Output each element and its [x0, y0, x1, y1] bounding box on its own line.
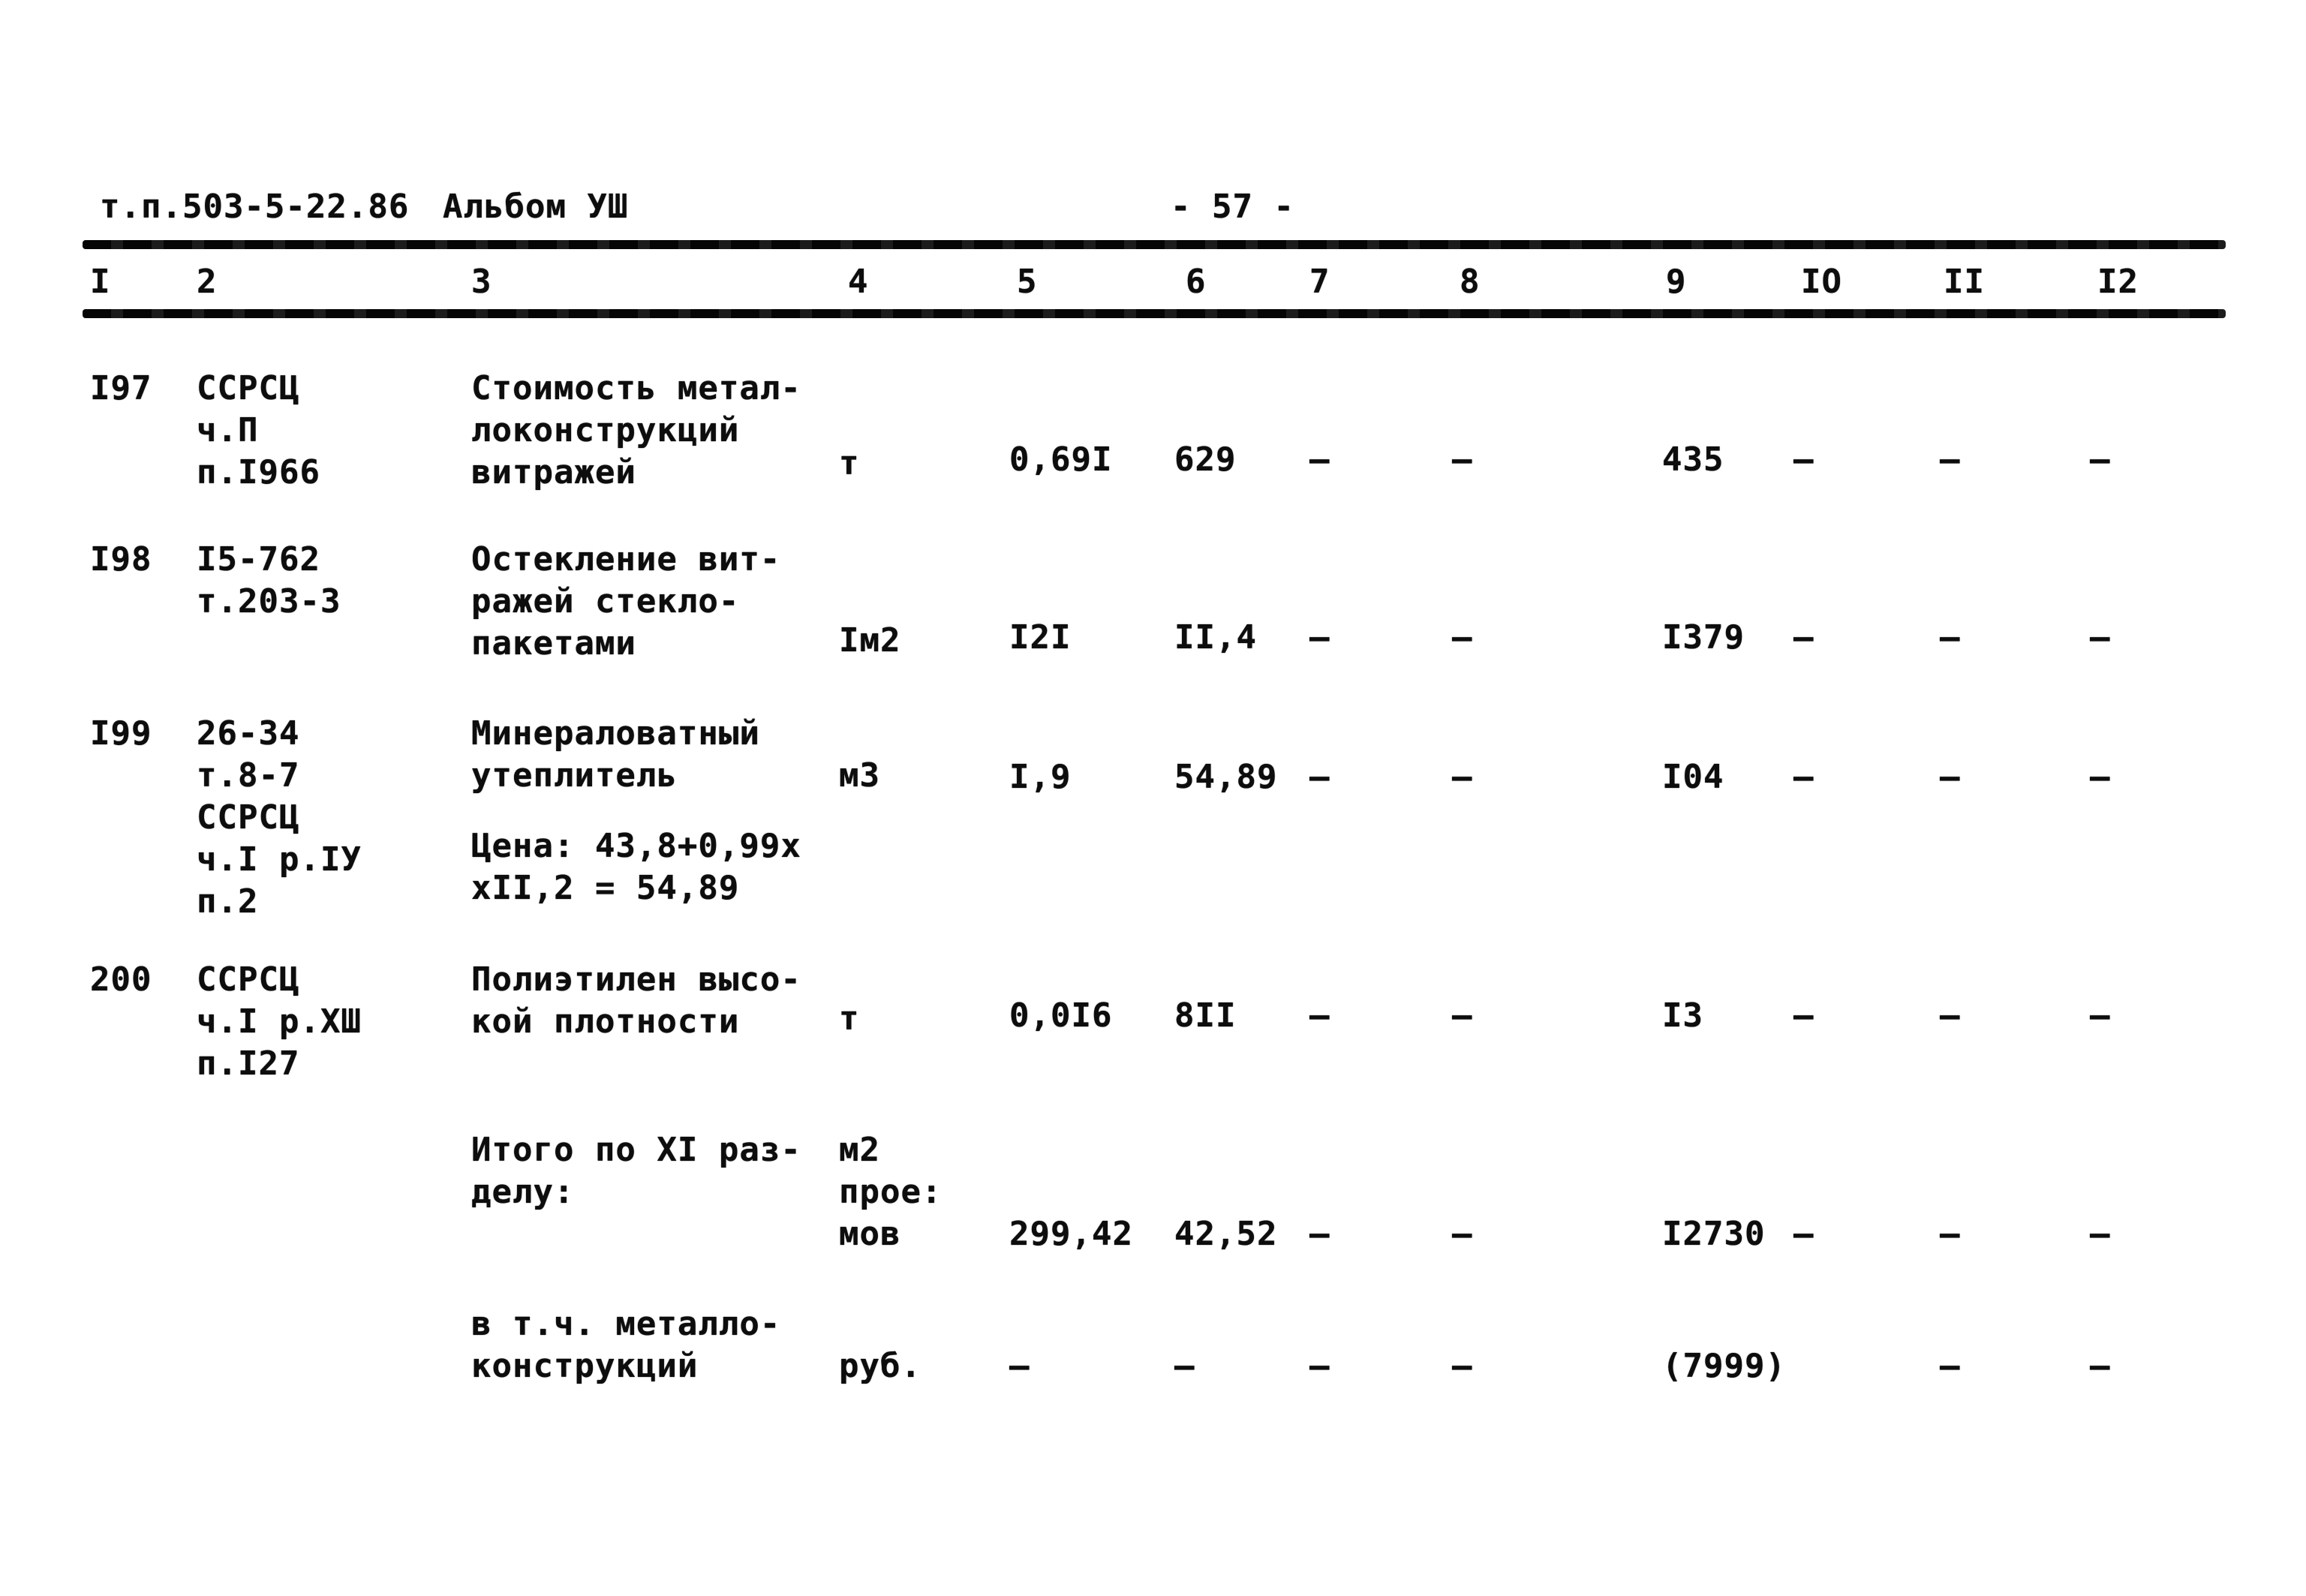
- column-number-7: 7: [1309, 263, 1330, 301]
- value-cell-7: –: [1309, 1347, 1330, 1385]
- value-cell-11: –: [1940, 996, 1961, 1035]
- value-cell-8: –: [1452, 618, 1473, 657]
- including-label-cell: в т.ч. металло- конструкций: [471, 1305, 781, 1385]
- basis-cell: I5-762 т.203-3: [197, 540, 341, 621]
- unit-cell: т: [839, 444, 860, 482]
- value-cell-7: –: [1309, 758, 1330, 796]
- page-number: - 57 -: [1171, 188, 1294, 226]
- doc-reference: т.п.503-5-22.86: [100, 188, 410, 226]
- column-number-4: 4: [848, 263, 869, 301]
- basis-cell: ССРСЦ ч.П п.I966: [197, 369, 320, 491]
- column-number-10: IO: [1801, 263, 1842, 301]
- value-cell-12: –: [2090, 440, 2111, 479]
- value-cell-11: –: [1940, 758, 1961, 796]
- unit-cell: м3: [839, 756, 880, 795]
- subtotal-label-cell: Итого по XI раз- делу:: [471, 1131, 801, 1211]
- quantity-cell: I,9: [1009, 758, 1072, 796]
- work-name-cell: Остекление вит- ражей стекло- пакетами: [471, 540, 781, 663]
- row-number-cell: I97: [90, 369, 152, 407]
- total-cell: I379: [1662, 618, 1745, 657]
- value-cell-8: –: [1452, 1347, 1473, 1385]
- quantity-cell: 299,42: [1009, 1215, 1133, 1253]
- quantity-cell: –: [1009, 1347, 1030, 1385]
- album-label: Альбом УШ: [443, 188, 629, 226]
- value-cell-11: –: [1940, 618, 1961, 657]
- column-number-5: 5: [1017, 263, 1038, 301]
- value-cell-11: –: [1940, 440, 1961, 479]
- table-header-rule: [83, 309, 2226, 318]
- value-cell-7: –: [1309, 440, 1330, 479]
- value-cell-11: –: [1940, 1215, 1961, 1253]
- value-cell-7: –: [1309, 1215, 1330, 1253]
- value-cell-12: –: [2090, 996, 2111, 1035]
- value-cell-10: –: [1793, 1215, 1814, 1253]
- value-cell-12: –: [2090, 1215, 2111, 1253]
- unit-price-cell: 8II: [1174, 996, 1237, 1035]
- column-number-6: 6: [1186, 263, 1207, 301]
- column-number-3: 3: [471, 263, 492, 301]
- value-cell-10: –: [1793, 996, 1814, 1035]
- value-cell-8: –: [1452, 758, 1473, 796]
- work-name-cell: Минераловатный утеплитель: [471, 714, 760, 795]
- total-cell: 435: [1662, 440, 1724, 479]
- value-cell-10: –: [1793, 758, 1814, 796]
- column-number-9: 9: [1666, 263, 1687, 301]
- unit-cell: руб.: [839, 1347, 921, 1385]
- row-number-cell: 200: [90, 960, 152, 999]
- unit-cell: т: [839, 999, 860, 1038]
- total-cell: I2730: [1662, 1215, 1766, 1253]
- quantity-cell: I2I: [1009, 618, 1072, 657]
- basis-cell: 26-34 т.8-7 ССРСЦ ч.I р.IУ п.2: [197, 714, 362, 921]
- unit-price-cell: 42,52: [1174, 1215, 1278, 1253]
- unit-price-cell: 54,89: [1174, 758, 1278, 796]
- quantity-cell: 0,0I6: [1009, 996, 1113, 1035]
- value-cell-11: –: [1940, 1347, 1961, 1385]
- value-cell-7: –: [1309, 996, 1330, 1035]
- unit-price-cell: II,4: [1174, 618, 1257, 657]
- value-cell-8: –: [1452, 1215, 1473, 1253]
- quantity-cell: 0,69I: [1009, 440, 1113, 479]
- column-number-12: I2: [2097, 263, 2139, 301]
- value-cell-12: –: [2090, 1347, 2111, 1385]
- total-cell: I04: [1662, 758, 1724, 796]
- row-number-cell: I98: [90, 540, 152, 579]
- price-note-cell: Цена: 43,8+0,99х хII,2 = 54,89: [471, 827, 801, 907]
- unit-cell: Iм2: [839, 621, 901, 660]
- total-cell: (7999): [1662, 1347, 1786, 1385]
- basis-cell: ССРСЦ ч.I р.ХШ п.I27: [197, 960, 362, 1083]
- value-cell-10: –: [1793, 440, 1814, 479]
- value-cell-8: –: [1452, 440, 1473, 479]
- row-number-cell: I99: [90, 714, 152, 753]
- unit-cell: м2 прое: мов: [839, 1131, 943, 1253]
- work-name-cell: Стоимость метал- локонструкций витражей: [471, 369, 801, 491]
- value-cell-10: –: [1793, 618, 1814, 657]
- value-cell-8: –: [1452, 996, 1473, 1035]
- table-top-rule: [83, 240, 2226, 249]
- value-cell-7: –: [1309, 618, 1330, 657]
- work-name-cell: Полиэтилен высо- кой плотности: [471, 960, 801, 1041]
- column-number-1: I: [90, 263, 111, 301]
- value-cell-12: –: [2090, 618, 2111, 657]
- value-cell-12: –: [2090, 758, 2111, 796]
- total-cell: I3: [1662, 996, 1703, 1035]
- column-number-2: 2: [197, 263, 218, 301]
- unit-price-cell: –: [1174, 1347, 1195, 1385]
- unit-price-cell: 629: [1174, 440, 1237, 479]
- column-number-8: 8: [1460, 263, 1481, 301]
- column-number-11: II: [1944, 263, 1985, 301]
